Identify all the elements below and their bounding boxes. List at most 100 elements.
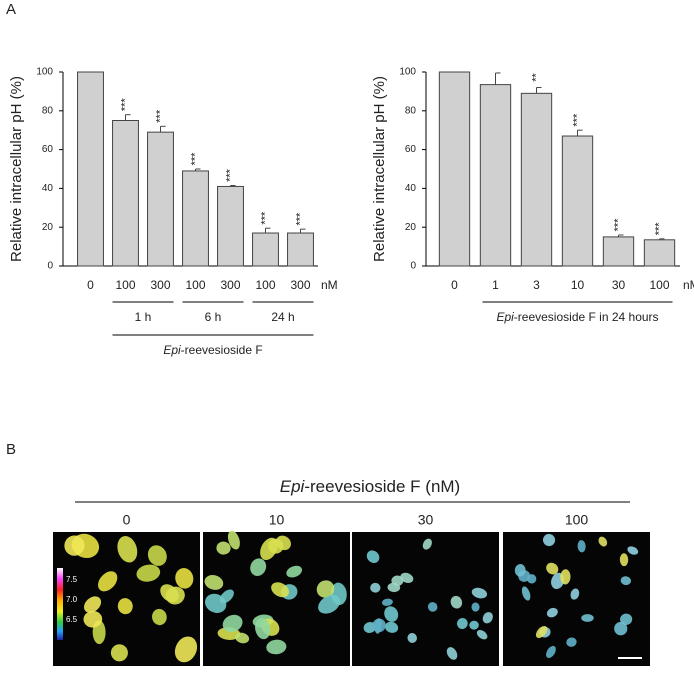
x-tick-label: 10 <box>571 278 585 292</box>
bar <box>479 84 512 267</box>
error-bar <box>577 129 583 137</box>
y-tick-label: 60 <box>42 144 54 155</box>
significance: *** <box>571 113 583 127</box>
cell <box>84 596 102 613</box>
x-tick-label: 1 <box>492 278 499 292</box>
x-tick-label: 100 <box>255 278 275 292</box>
x-label-italic: Epi <box>163 343 181 357</box>
panel-label: B <box>6 441 16 458</box>
x-label-rest: -reevesioside F in 24 hours <box>514 310 659 324</box>
x-tick-label: 100 <box>115 278 135 292</box>
significance: *** <box>224 168 236 182</box>
y-axis-label: Relative intracellular pH (%) <box>371 76 388 262</box>
column-label: 0 <box>123 512 131 528</box>
cell <box>471 602 480 612</box>
colorbar-tick-label: 6.5 <box>66 615 78 624</box>
significance: *** <box>259 211 271 225</box>
cell <box>482 612 493 624</box>
cell <box>527 574 537 584</box>
bar <box>287 232 314 267</box>
cell <box>514 564 526 577</box>
cell <box>318 594 341 614</box>
cell <box>372 618 386 633</box>
cell <box>316 580 335 598</box>
cell <box>627 546 639 555</box>
significance: ** <box>530 73 542 82</box>
x-axis-label: Epi-reevesioside F <box>163 343 262 357</box>
y-axis-label: Relative intracellular pH (%) <box>8 76 25 262</box>
bar <box>182 170 209 267</box>
cell <box>117 536 138 563</box>
y-tick-label: 80 <box>405 105 417 116</box>
x-tick-label: 300 <box>290 278 310 292</box>
y-tick-label: 20 <box>405 222 417 233</box>
cell <box>427 602 438 612</box>
cell <box>219 589 234 604</box>
cell <box>235 632 250 644</box>
significance: *** <box>189 152 201 166</box>
cell <box>546 607 558 618</box>
cell <box>366 550 380 563</box>
cell <box>400 572 414 584</box>
cell <box>117 598 133 615</box>
error-bar <box>230 184 236 187</box>
cell <box>476 630 488 640</box>
x-tick-label: 3 <box>533 278 540 292</box>
cell <box>384 621 399 633</box>
unit-label: nM <box>321 278 338 292</box>
y-tick-label: 40 <box>405 183 417 194</box>
cell <box>286 565 303 578</box>
cell <box>391 575 404 586</box>
cell <box>266 639 287 655</box>
error-bar <box>195 168 201 171</box>
colorbar-tick-label: 7.5 <box>66 575 78 584</box>
bar <box>252 232 279 267</box>
cell <box>560 569 571 585</box>
cell <box>542 533 556 547</box>
cell <box>98 571 118 592</box>
cell <box>620 576 632 586</box>
y-tick-label: 80 <box>42 105 54 116</box>
panel-label: A <box>6 1 16 18</box>
significance: *** <box>653 222 665 236</box>
cell <box>614 621 628 636</box>
cell <box>216 541 231 555</box>
x-tick-label: 0 <box>87 278 94 292</box>
cell <box>566 637 577 647</box>
cell <box>147 545 167 566</box>
cell <box>204 575 224 590</box>
significance: *** <box>612 218 624 232</box>
bar <box>217 185 244 267</box>
cell <box>469 620 479 630</box>
y-tick-label: 20 <box>42 222 54 233</box>
cell <box>160 584 179 603</box>
cell <box>446 647 458 660</box>
error-bar <box>265 227 271 234</box>
y-tick-label: 0 <box>47 261 53 272</box>
cell <box>620 613 633 626</box>
cell <box>619 553 629 567</box>
cell <box>570 588 580 600</box>
bar <box>520 92 553 267</box>
cell <box>581 614 594 622</box>
x-label-rest: -reevesioside F <box>181 343 263 357</box>
cell <box>407 633 417 643</box>
x-tick-label: 0 <box>451 278 458 292</box>
cell <box>174 636 198 663</box>
error-bar <box>495 72 501 85</box>
cell <box>222 614 243 633</box>
error-bar <box>300 228 306 234</box>
title-italic: Epi <box>280 477 306 496</box>
cell <box>64 535 85 556</box>
significance: *** <box>294 212 306 226</box>
y-tick-label: 100 <box>36 67 53 78</box>
error-bar <box>536 87 542 94</box>
group-label: 1 h <box>135 310 152 324</box>
significance: *** <box>154 109 166 123</box>
bar <box>602 236 635 267</box>
group-label: 6 h <box>205 310 222 324</box>
x-tick-label: 300 <box>150 278 170 292</box>
bar <box>643 239 676 267</box>
bar <box>112 120 139 267</box>
